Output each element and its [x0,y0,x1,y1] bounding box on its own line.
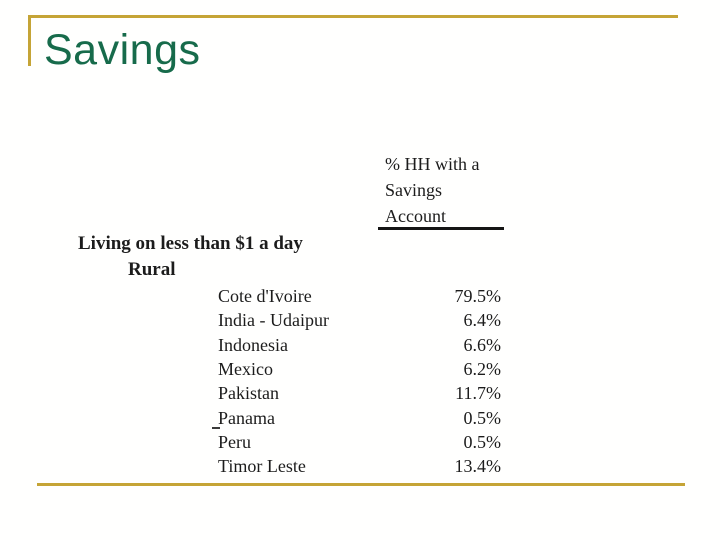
country-value: 6.6% [463,334,502,355]
country-value: 6.2% [463,359,502,380]
country-label: Cote d'Ivoire [218,286,312,306]
top-border-rule [30,15,678,18]
scan-artifact-dash [212,427,220,429]
bottom-border-rule [37,483,685,486]
row-group-header: Living on less than $1 a day [78,233,303,254]
table-row: Peru 0.5% [218,430,501,454]
country-value: 0.5% [463,407,502,428]
country-label: Panama [218,407,275,428]
country-label: Timor Leste [218,456,306,477]
country-label: Peru [218,432,251,453]
country-value: 11.7% [455,383,501,404]
slide-title: Savings [44,26,201,74]
country-value: 13.4% [454,456,502,477]
table-row: Pakistan 11.7% [218,381,501,405]
country-label: Pakistan [218,383,279,404]
table-row: Timor Leste 13.4% [218,454,501,478]
country-label: India - Udaipur [218,310,329,331]
title-corner-rule [28,15,31,66]
country-table: Cote d'Ivoire 79.5% India - Udaipur 6.4%… [218,284,501,479]
value-column-header: % HH with a Savings Account [385,151,515,229]
country-value: 6.4% [463,310,502,331]
table-row: Cote d'Ivoire 79.5% [218,284,501,308]
country-value: 0.5% [463,432,502,453]
country-label: Indonesia [218,334,288,355]
country-label: Mexico [218,359,273,380]
value-column-header-line-3: Account [385,206,446,226]
country-value: 79.5% [454,286,502,306]
table-row: Panama 0.5% [218,406,501,430]
value-column-header-line-2: Savings [385,180,443,200]
table-row: Mexico 6.2% [218,357,501,381]
column-header-underline [378,227,504,230]
row-subgroup-header: Rural [128,259,176,280]
table-row: India - Udaipur 6.4% [218,308,501,332]
value-column-header-line-1: % HH with a [385,154,480,174]
table-row: Indonesia 6.6% [218,333,501,357]
